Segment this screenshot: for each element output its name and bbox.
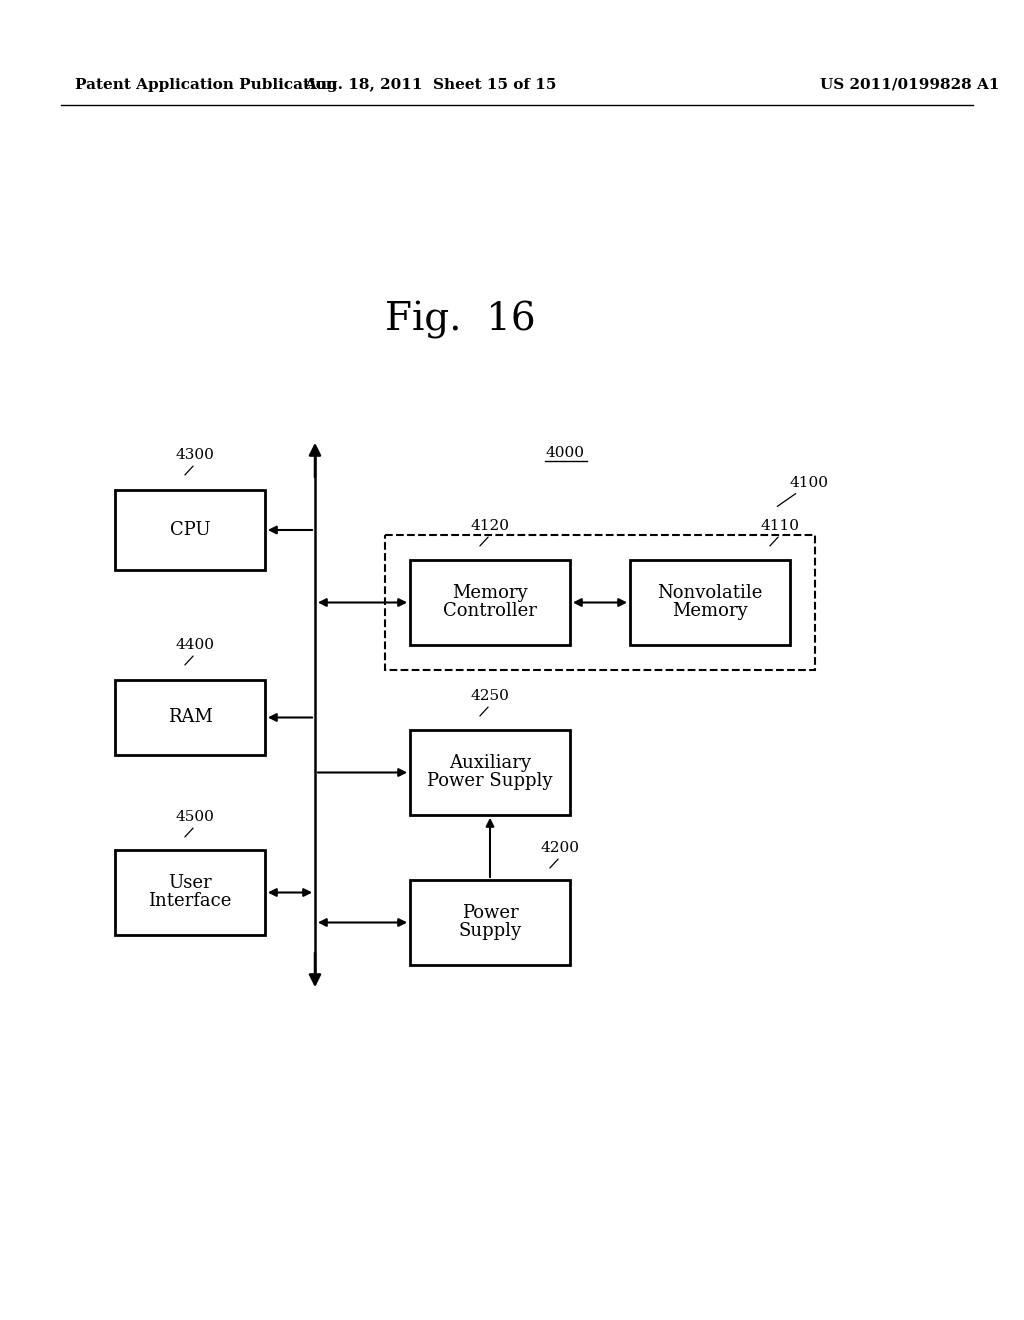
Bar — [410, 560, 570, 645]
Text: 4000: 4000 — [546, 446, 585, 459]
Text: Memory: Memory — [453, 585, 527, 602]
Text: Fig.  16: Fig. 16 — [385, 301, 536, 339]
Bar — [115, 850, 265, 935]
Bar — [630, 560, 790, 645]
Text: Supply: Supply — [459, 923, 521, 940]
Text: Power Supply: Power Supply — [427, 772, 553, 791]
Text: User: User — [168, 874, 212, 892]
Text: 4100: 4100 — [790, 477, 829, 490]
Bar — [410, 730, 570, 814]
Text: Power: Power — [462, 904, 518, 923]
Text: Nonvolatile: Nonvolatile — [657, 585, 763, 602]
Text: 4500: 4500 — [175, 810, 214, 824]
Text: CPU: CPU — [170, 521, 210, 539]
Text: Interface: Interface — [148, 892, 231, 911]
Text: Controller: Controller — [443, 602, 537, 620]
Text: US 2011/0199828 A1: US 2011/0199828 A1 — [820, 78, 999, 92]
Text: 4400: 4400 — [175, 638, 214, 652]
Text: Patent Application Publication: Patent Application Publication — [75, 78, 337, 92]
Text: 4120: 4120 — [470, 519, 510, 533]
Text: 4250: 4250 — [471, 689, 509, 704]
Bar — [410, 880, 570, 965]
Bar — [385, 535, 815, 671]
Text: 4200: 4200 — [541, 841, 580, 855]
Text: RAM: RAM — [168, 709, 212, 726]
Text: Memory: Memory — [672, 602, 748, 620]
Text: Aug. 18, 2011  Sheet 15 of 15: Aug. 18, 2011 Sheet 15 of 15 — [304, 78, 556, 92]
Text: 4110: 4110 — [761, 519, 800, 533]
Text: Auxiliary: Auxiliary — [449, 755, 531, 772]
Bar — [115, 680, 265, 755]
Bar — [115, 490, 265, 570]
Text: 4300: 4300 — [175, 447, 214, 462]
